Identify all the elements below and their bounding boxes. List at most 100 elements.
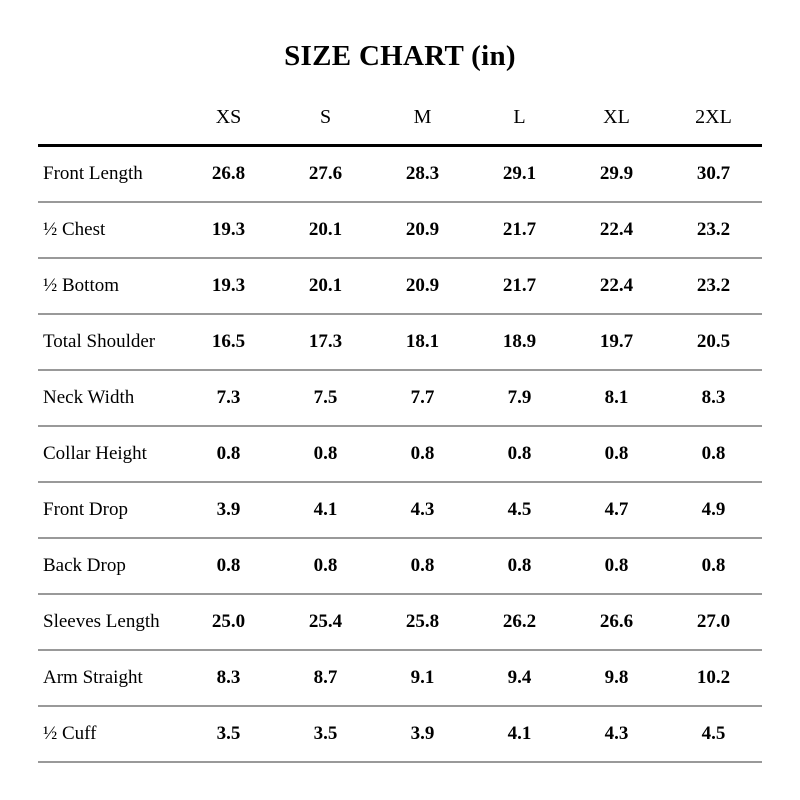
cell-value: 0.8	[665, 538, 762, 595]
cell-value: 8.3	[665, 370, 762, 427]
cell-value: 20.9	[374, 258, 471, 315]
cell-value: 17.3	[277, 314, 374, 371]
cell-value: 7.5	[277, 370, 374, 427]
size-column-header-2xl: 2XL	[665, 91, 762, 147]
cell-value: 22.4	[568, 258, 665, 315]
table-row: ½ Cuff 3.5 3.5 3.9 4.1 4.3 4.5	[38, 706, 762, 763]
row-label: Total Shoulder	[38, 314, 180, 371]
cell-value: 0.8	[471, 538, 568, 595]
cell-value: 0.8	[277, 426, 374, 483]
size-chart-table: XS S M L XL 2XL Front Length 26.8 27.6 28.3 29.1 2…	[38, 91, 762, 763]
size-column-header-l: L	[471, 91, 568, 147]
cell-value: 21.7	[471, 202, 568, 259]
row-label: Collar Height	[38, 426, 180, 483]
table-row: Neck Width 7.3 7.5 7.7 7.9 8.1 8.3	[38, 370, 762, 427]
cell-value: 22.4	[568, 202, 665, 259]
row-label: Arm Straight	[38, 650, 180, 707]
cell-value: 7.3	[180, 370, 277, 427]
cell-value: 10.2	[665, 650, 762, 707]
cell-value: 25.8	[374, 594, 471, 651]
cell-value: 19.3	[180, 202, 277, 259]
cell-value: 25.4	[277, 594, 374, 651]
cell-value: 0.8	[568, 426, 665, 483]
row-label: Sleeves Length	[38, 594, 180, 651]
cell-value: 0.8	[665, 426, 762, 483]
table-row: ½ Chest 19.3 20.1 20.9 21.7 22.4 23.2	[38, 202, 762, 259]
size-column-header-xs: XS	[180, 91, 277, 147]
cell-value: 19.3	[180, 258, 277, 315]
cell-value: 0.8	[180, 426, 277, 483]
cell-value: 29.1	[471, 145, 568, 203]
row-label: Back Drop	[38, 538, 180, 595]
cell-value: 0.8	[180, 538, 277, 595]
size-column-header-xl: XL	[568, 91, 665, 147]
cell-value: 25.0	[180, 594, 277, 651]
table-row: Total Shoulder 16.5 17.3 18.1 18.9 19.7 20.5	[38, 314, 762, 371]
cell-value: 18.9	[471, 314, 568, 371]
cell-value: 20.9	[374, 202, 471, 259]
cell-value: 8.1	[568, 370, 665, 427]
cell-value: 4.3	[374, 482, 471, 539]
cell-value: 0.8	[568, 538, 665, 595]
table-row: Front Drop 3.9 4.1 4.3 4.5 4.7 4.9	[38, 482, 762, 539]
cell-value: 19.7	[568, 314, 665, 371]
measurement-column-header	[38, 91, 180, 147]
page-title: SIZE CHART (in)	[284, 40, 516, 72]
cell-value: 4.3	[568, 706, 665, 763]
cell-value: 27.6	[277, 145, 374, 203]
cell-value: 16.5	[180, 314, 277, 371]
size-chart-body: Front Length 26.8 27.6 28.3 29.1 29.9 30.7 ½ Ch…	[38, 145, 762, 763]
cell-value: 0.8	[374, 538, 471, 595]
size-header-row: XS S M L XL 2XL	[38, 91, 762, 147]
cell-value: 4.5	[471, 482, 568, 539]
cell-value: 9.4	[471, 650, 568, 707]
cell-value: 18.1	[374, 314, 471, 371]
cell-value: 7.7	[374, 370, 471, 427]
cell-value: 3.5	[277, 706, 374, 763]
cell-value: 4.1	[471, 706, 568, 763]
cell-value: 23.2	[665, 258, 762, 315]
cell-value: 4.7	[568, 482, 665, 539]
size-chart-page: SIZE CHART (in) XS S M L XL 2XL Front Length 2…	[38, 40, 762, 763]
cell-value: 27.0	[665, 594, 762, 651]
cell-value: 8.7	[277, 650, 374, 707]
table-row: Front Length 26.8 27.6 28.3 29.1 29.9 30.7	[38, 145, 762, 203]
size-column-header-m: M	[374, 91, 471, 147]
table-row: Back Drop 0.8 0.8 0.8 0.8 0.8 0.8	[38, 538, 762, 595]
cell-value: 20.5	[665, 314, 762, 371]
cell-value: 28.3	[374, 145, 471, 203]
table-row: Collar Height 0.8 0.8 0.8 0.8 0.8 0.8	[38, 426, 762, 483]
row-label: ½ Bottom	[38, 258, 180, 315]
cell-value: 0.8	[374, 426, 471, 483]
cell-value: 3.9	[180, 482, 277, 539]
cell-value: 7.9	[471, 370, 568, 427]
cell-value: 8.3	[180, 650, 277, 707]
cell-value: 9.8	[568, 650, 665, 707]
cell-value: 4.9	[665, 482, 762, 539]
cell-value: 0.8	[471, 426, 568, 483]
cell-value: 20.1	[277, 258, 374, 315]
cell-value: 29.9	[568, 145, 665, 203]
cell-value: 20.1	[277, 202, 374, 259]
row-label: ½ Chest	[38, 202, 180, 259]
row-label: Front Drop	[38, 482, 180, 539]
cell-value: 9.1	[374, 650, 471, 707]
cell-value: 26.6	[568, 594, 665, 651]
row-label: ½ Cuff	[38, 706, 180, 763]
cell-value: 3.9	[374, 706, 471, 763]
table-row: Arm Straight 8.3 8.7 9.1 9.4 9.8 10.2	[38, 650, 762, 707]
cell-value: 23.2	[665, 202, 762, 259]
size-column-header-s: S	[277, 91, 374, 147]
size-chart-header: XS S M L XL 2XL	[38, 91, 762, 147]
cell-value: 0.8	[277, 538, 374, 595]
table-row: ½ Bottom 19.3 20.1 20.9 21.7 22.4 23.2	[38, 258, 762, 315]
row-label: Front Length	[38, 145, 180, 203]
cell-value: 26.2	[471, 594, 568, 651]
cell-value: 21.7	[471, 258, 568, 315]
cell-value: 26.8	[180, 145, 277, 203]
cell-value: 3.5	[180, 706, 277, 763]
cell-value: 30.7	[665, 145, 762, 203]
row-label: Neck Width	[38, 370, 180, 427]
cell-value: 4.5	[665, 706, 762, 763]
table-row: Sleeves Length 25.0 25.4 25.8 26.2 26.6 27.0	[38, 594, 762, 651]
